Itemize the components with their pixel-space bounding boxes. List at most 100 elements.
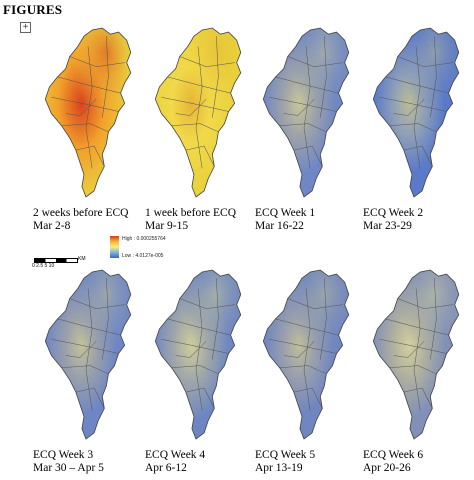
caption-line2: Apr 20-26 <box>363 462 411 474</box>
caption-line1: ECQ Week 5 <box>255 449 316 461</box>
legend-high-label: High : 0.000255764 <box>122 236 166 242</box>
region-outline <box>372 269 460 440</box>
map-panel-3 <box>248 26 360 201</box>
city-boundary <box>75 145 105 167</box>
city-boundary <box>57 76 121 94</box>
scale-unit: KM <box>78 256 86 262</box>
scale-ticks: 0 2.5 5 10 <box>32 263 55 269</box>
city-boundary <box>293 387 323 409</box>
caption-line1: 2 weeks before ECQ <box>33 207 129 219</box>
map-panel-6 <box>140 268 252 443</box>
secondary-hotspot <box>45 28 131 197</box>
secondary-hotspot <box>155 270 241 439</box>
city-boundary <box>51 96 119 112</box>
caption-panel-8: ECQ Week 6 Apr 20-26 <box>363 449 423 475</box>
city-boundary <box>167 76 231 94</box>
caption-line2: Mar 9-15 <box>145 220 189 232</box>
caption-panel-7: ECQ Week 5 Apr 13-19 <box>255 449 315 475</box>
secondary-hotspot <box>373 28 459 197</box>
region-outline <box>154 269 242 440</box>
heatmap-svg <box>372 269 460 440</box>
secondary-hotspot <box>45 270 131 439</box>
city-boundary <box>69 56 125 67</box>
city-boundary <box>393 341 425 358</box>
heatmap-svg <box>154 27 242 198</box>
city-boundary <box>65 99 97 116</box>
city-boundary <box>171 365 219 375</box>
map-panel-8 <box>358 268 470 443</box>
caption-line2: Apr 6-12 <box>145 462 187 474</box>
city-boundary <box>179 56 235 67</box>
city-boundary <box>430 278 437 360</box>
city-boundary <box>61 123 109 133</box>
city-boundary <box>185 145 215 167</box>
city-boundary <box>389 123 437 133</box>
city-boundary <box>275 318 339 336</box>
city-boundary <box>283 99 315 116</box>
heatmap-svg <box>262 269 350 440</box>
map-panel-5 <box>30 268 142 443</box>
city-boundary <box>430 36 437 118</box>
city-boundary <box>85 46 93 169</box>
expand-icon[interactable]: + <box>20 22 31 33</box>
heatmap-svg <box>262 27 350 198</box>
region-outline <box>44 269 132 440</box>
legend-low-label: Low : 4.0127e-005 <box>122 253 164 259</box>
city-boundary <box>379 96 447 112</box>
city-boundary <box>185 387 215 409</box>
city-boundary <box>283 341 315 358</box>
city-boundary <box>389 365 437 375</box>
caption-line1: ECQ Week 4 <box>145 449 206 461</box>
map-panel-7 <box>248 268 360 443</box>
map-panel-1 <box>30 26 142 201</box>
city-boundary <box>212 36 219 118</box>
city-boundary <box>161 338 229 354</box>
caption-line2: Mar 30 – Apr 5 <box>33 462 104 474</box>
heatmap-svg <box>154 269 242 440</box>
city-boundary <box>195 46 203 169</box>
city-boundary <box>61 365 109 375</box>
city-boundary <box>379 338 447 354</box>
caption-panel-3: ECQ Week 1 Mar 16-22 <box>255 207 315 233</box>
caption-panel-5: ECQ Week 3 Mar 30 – Apr 5 <box>33 449 104 475</box>
city-boundary <box>102 278 109 360</box>
city-boundary <box>65 341 97 358</box>
region-outline <box>154 27 242 198</box>
secondary-hotspot <box>155 28 241 197</box>
city-boundary <box>403 145 433 167</box>
city-boundary <box>403 387 433 409</box>
secondary-hotspot <box>263 28 349 197</box>
caption-line1: ECQ Week 1 <box>255 207 316 219</box>
scale-bar <box>34 258 78 263</box>
city-boundary <box>51 338 119 354</box>
city-boundary <box>320 36 327 118</box>
secondary-hotspot <box>263 270 349 439</box>
city-boundary <box>212 278 219 360</box>
heatmap-svg <box>44 27 132 198</box>
city-boundary <box>279 123 327 133</box>
caption-line1: ECQ Week 3 <box>33 449 94 461</box>
city-boundary <box>385 318 449 336</box>
city-boundary <box>102 36 109 118</box>
city-boundary <box>269 96 337 112</box>
city-boundary <box>293 145 323 167</box>
caption-panel-2: 1 week before ECQ Mar 9-15 <box>145 207 236 233</box>
caption-panel-4: ECQ Week 2 Mar 23-29 <box>363 207 423 233</box>
region-outline <box>262 27 350 198</box>
city-boundary <box>287 298 343 309</box>
city-boundary <box>413 46 421 169</box>
city-boundary <box>57 318 121 336</box>
city-boundary <box>85 288 93 411</box>
region-outline <box>372 27 460 198</box>
caption-panel-6: ECQ Week 4 Apr 6-12 <box>145 449 205 475</box>
color-ramp <box>110 236 119 258</box>
city-boundary <box>393 99 425 116</box>
city-boundary <box>320 278 327 360</box>
caption-panel-1: 2 weeks before ECQ Mar 2-8 <box>33 207 128 233</box>
caption-line1: 1 week before ECQ <box>145 207 237 219</box>
city-boundary <box>69 298 125 309</box>
region-outline <box>262 269 350 440</box>
secondary-hotspot <box>373 270 459 439</box>
caption-line2: Mar 23-29 <box>363 220 412 232</box>
caption-line1: ECQ Week 6 <box>363 449 424 461</box>
